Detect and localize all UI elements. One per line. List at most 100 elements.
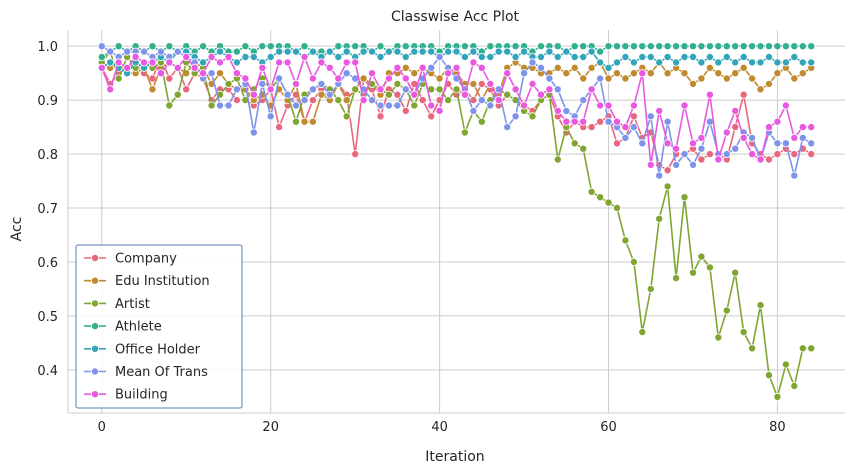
data-point	[697, 144, 706, 153]
data-point	[680, 69, 689, 78]
data-point	[570, 53, 579, 62]
data-point	[798, 58, 807, 67]
y-axis-label: Acc	[9, 217, 25, 242]
data-point	[596, 58, 605, 67]
data-point	[334, 74, 343, 83]
data-point	[722, 74, 731, 83]
data-point	[655, 171, 664, 180]
data-point	[570, 139, 579, 148]
data-point	[765, 371, 774, 380]
data-point	[748, 74, 757, 83]
data-point	[165, 74, 174, 83]
data-point	[748, 133, 757, 142]
data-point	[680, 53, 689, 62]
data-point	[680, 101, 689, 110]
legend-marker	[91, 390, 100, 399]
legend-item: Company	[84, 252, 177, 267]
data-point	[621, 42, 630, 51]
data-point	[748, 150, 757, 159]
y-tick-label: 0.7	[37, 202, 58, 217]
data-point	[613, 69, 622, 78]
data-point	[646, 69, 655, 78]
legend-item: Office Holder	[84, 342, 201, 357]
data-point	[291, 101, 300, 110]
data-point	[123, 47, 132, 56]
series-office-holder	[97, 47, 816, 78]
data-point	[300, 117, 309, 126]
data-point	[148, 58, 157, 67]
data-point	[545, 85, 554, 94]
data-point	[773, 139, 782, 148]
data-point	[469, 79, 478, 88]
data-point	[629, 69, 638, 78]
data-point	[570, 42, 579, 51]
data-point	[807, 58, 816, 67]
data-point	[410, 101, 419, 110]
data-point	[629, 58, 638, 67]
data-point	[528, 79, 537, 88]
data-point	[511, 112, 520, 121]
series-building	[97, 53, 816, 169]
data-point	[266, 42, 275, 51]
data-point	[629, 101, 638, 110]
x-axis-label: Iteration	[425, 449, 484, 465]
data-point	[528, 58, 537, 67]
x-tick-label: 20	[262, 420, 279, 435]
data-point	[401, 63, 410, 72]
data-point	[579, 53, 588, 62]
data-point	[520, 101, 529, 110]
data-point	[798, 344, 807, 353]
data-point	[722, 53, 731, 62]
data-point	[503, 47, 512, 56]
data-point	[553, 53, 562, 62]
data-point	[317, 58, 326, 67]
data-point	[139, 58, 148, 67]
data-point	[790, 171, 799, 180]
data-point	[477, 63, 486, 72]
data-point	[393, 90, 402, 99]
data-point	[537, 42, 546, 51]
data-point	[410, 69, 419, 78]
data-point	[511, 85, 520, 94]
data-point	[562, 106, 571, 115]
data-point	[393, 47, 402, 56]
data-point	[418, 96, 427, 105]
data-point	[697, 58, 706, 67]
data-point	[351, 42, 360, 51]
data-point	[790, 150, 799, 159]
y-tick-label: 0.6	[37, 256, 58, 271]
data-point	[393, 79, 402, 88]
data-point	[232, 69, 241, 78]
data-point	[444, 96, 453, 105]
data-point	[562, 47, 571, 56]
data-point	[173, 47, 182, 56]
data-point	[106, 58, 115, 67]
data-point	[460, 42, 469, 51]
data-point	[604, 117, 613, 126]
data-point	[199, 69, 208, 78]
data-point	[393, 63, 402, 72]
data-point	[705, 90, 714, 99]
y-tick-labels: 0.4 0.5 0.6 0.7 0.8 0.9 1.0	[37, 40, 58, 379]
data-point	[553, 42, 562, 51]
legend-item: Artist	[84, 297, 150, 312]
data-point	[722, 42, 731, 51]
data-point	[798, 133, 807, 142]
data-point	[384, 101, 393, 110]
data-point	[680, 150, 689, 159]
data-point	[672, 274, 681, 283]
data-point	[224, 79, 233, 88]
data-point	[342, 47, 351, 56]
data-point	[748, 58, 757, 67]
data-point	[97, 42, 106, 51]
data-point	[275, 74, 284, 83]
data-point	[714, 69, 723, 78]
data-point	[477, 117, 486, 126]
data-point	[173, 63, 182, 72]
data-point	[384, 90, 393, 99]
data-point	[376, 53, 385, 62]
data-point	[663, 117, 672, 126]
data-point	[359, 74, 368, 83]
data-point	[249, 90, 258, 99]
data-point	[477, 53, 486, 62]
